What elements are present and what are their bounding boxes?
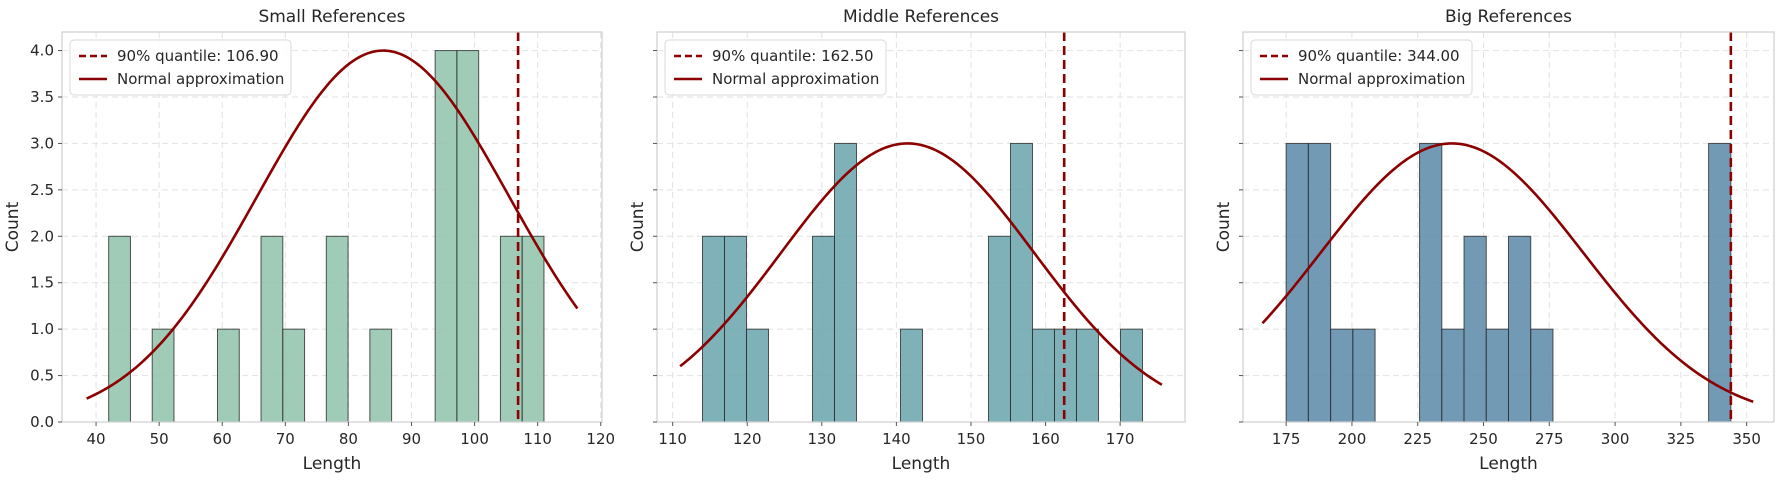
y-tick-label: 1.0 (30, 320, 54, 338)
x-tick-label: 325 (1667, 430, 1696, 448)
legend-quantile-label: 90% quantile: 344.00 (1298, 47, 1460, 65)
legend: 90% quantile: 162.50 Normal approximation (664, 39, 887, 96)
normal-approximation-curve (1261, 142, 1754, 403)
x-tick-label: 60 (213, 430, 232, 448)
histogram-bar (811, 235, 835, 422)
x-tick-label: 150 (957, 430, 986, 448)
legend-box (1250, 39, 1473, 96)
histogram-bar (833, 142, 857, 422)
plot-frame (656, 31, 1186, 423)
histogram-bar (1119, 328, 1143, 422)
x-tick-label: 275 (1535, 430, 1564, 448)
y-tick-label: 3.5 (30, 88, 54, 106)
histogram-bar (1075, 328, 1099, 422)
histogram-bar (369, 328, 393, 422)
histogram-bar (260, 235, 284, 422)
histogram-bar (325, 235, 349, 422)
histogram-bar (1009, 142, 1033, 422)
y-tick-label: 1.5 (30, 274, 54, 292)
panel-title: Big References (1445, 7, 1572, 27)
x-axis-label: Length (303, 454, 362, 474)
legend-box (664, 39, 887, 96)
histogram-bar (1463, 235, 1487, 422)
panel-title: Middle References (843, 7, 999, 27)
plot-frame (61, 31, 603, 423)
x-tick-label: 130 (807, 430, 836, 448)
legend-box (69, 39, 292, 96)
y-tick-label: 0.5 (30, 367, 54, 385)
legend: 90% quantile: 344.00 Normal approximation (1250, 39, 1473, 96)
histogram-bar (987, 235, 1011, 422)
histogram-bar (456, 50, 480, 422)
x-tick-label: 100 (460, 430, 489, 448)
histogram-bar (1530, 328, 1554, 422)
histogram-bar (1708, 142, 1732, 422)
y-tick-label: 0.0 (30, 413, 54, 431)
x-tick-label: 120 (586, 430, 615, 448)
histogram-panel-2: 110 120 130 140 150 160 170 Length Count Middle R… (628, 7, 1186, 474)
x-tick-label: 140 (882, 430, 911, 448)
y-axis-label: Count (628, 201, 648, 252)
histogram-bar (745, 328, 769, 422)
x-tick-label: 200 (1338, 430, 1367, 448)
x-tick-label: 175 (1272, 430, 1301, 448)
y-tick-label: 2.0 (30, 227, 54, 245)
x-tick-label: 250 (1469, 430, 1498, 448)
x-tick-label: 170 (1106, 430, 1135, 448)
histogram-bar (1053, 328, 1077, 422)
histogram-bar (1352, 328, 1376, 422)
histogram-panel-3: 175 200 225 250 275 300 325 350 Length Count Big R… (1214, 7, 1775, 474)
x-tick-label: 350 (1732, 430, 1761, 448)
x-axis-label: Length (892, 454, 951, 474)
legend-quantile-label: 90% quantile: 106.90 (117, 47, 279, 65)
legend-normal-label: Normal approximation (712, 70, 879, 88)
histogram-bar (1441, 328, 1465, 422)
normal-approximation-curve (86, 49, 579, 400)
x-tick-label: 50 (150, 430, 169, 448)
histogram-bar (1508, 235, 1532, 422)
histogram-panel-1: 40 50 60 70 80 90 100 110 120 0.0 0.5 1.0 1.5 2.0 2.5 3… (3, 7, 615, 474)
x-tick-label: 120 (733, 430, 762, 448)
histogram-bar (217, 328, 240, 422)
x-tick-label: 160 (1031, 430, 1060, 448)
histogram-bars (1285, 142, 1732, 422)
histogram-bar (521, 235, 545, 422)
x-tick-label: 70 (276, 430, 295, 448)
histogram-bar (899, 328, 923, 422)
histogram-bar (151, 328, 175, 422)
plot-frame (1242, 31, 1775, 423)
histogram-bar (1031, 328, 1055, 422)
histogram-bars (108, 50, 545, 422)
legend-quantile-label: 90% quantile: 162.50 (712, 47, 874, 65)
legend-normal-label: Normal approximation (1298, 70, 1465, 88)
legend-normal-label: Normal approximation (117, 70, 284, 88)
x-tick-label: 40 (87, 430, 106, 448)
x-tick-label: 110 (658, 430, 687, 448)
normal-approximation-curve (679, 142, 1163, 386)
y-axis-label: Count (1214, 201, 1234, 252)
histogram-bar (1485, 328, 1510, 422)
legend: 90% quantile: 106.90 Normal approximation (69, 39, 292, 96)
panel-title: Small References (258, 7, 405, 27)
histogram-bar (1419, 142, 1443, 422)
histogram-bar (1307, 142, 1332, 422)
histogram-bar (108, 235, 131, 422)
histogram-bar (1330, 328, 1354, 422)
histogram-bar (723, 235, 747, 422)
y-tick-label: 4.0 (30, 42, 54, 60)
x-tick-label: 80 (339, 430, 358, 448)
x-tick-label: 300 (1601, 430, 1630, 448)
x-axis-label: Length (1479, 454, 1538, 474)
y-tick-label: 3.0 (30, 134, 54, 152)
y-axis-label: Count (3, 201, 23, 252)
y-tick-label: 2.5 (30, 181, 54, 199)
histogram-bar (282, 328, 306, 422)
x-tick-label: 110 (523, 430, 552, 448)
x-tick-label: 90 (402, 430, 421, 448)
x-tick-label: 225 (1403, 430, 1432, 448)
